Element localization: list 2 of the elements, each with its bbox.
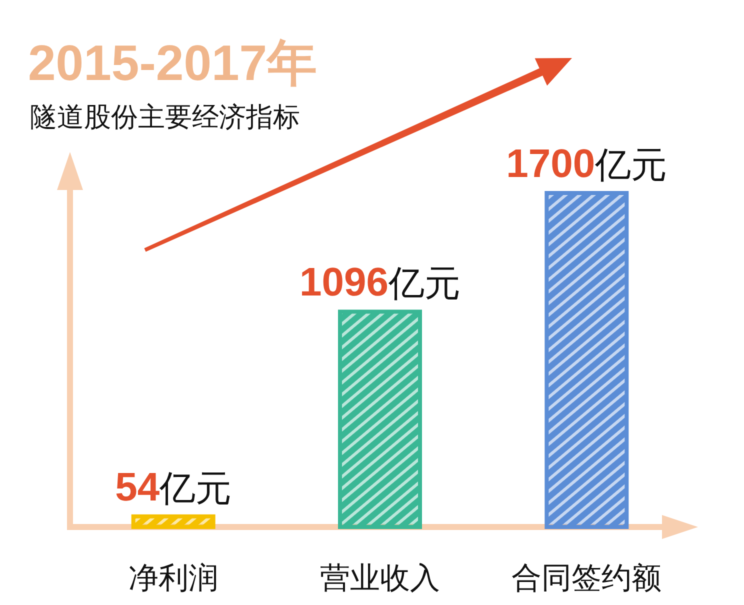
title: 2015-2017年 (28, 35, 318, 91)
subtitle: 隧道股份主要经济指标 (30, 102, 300, 132)
